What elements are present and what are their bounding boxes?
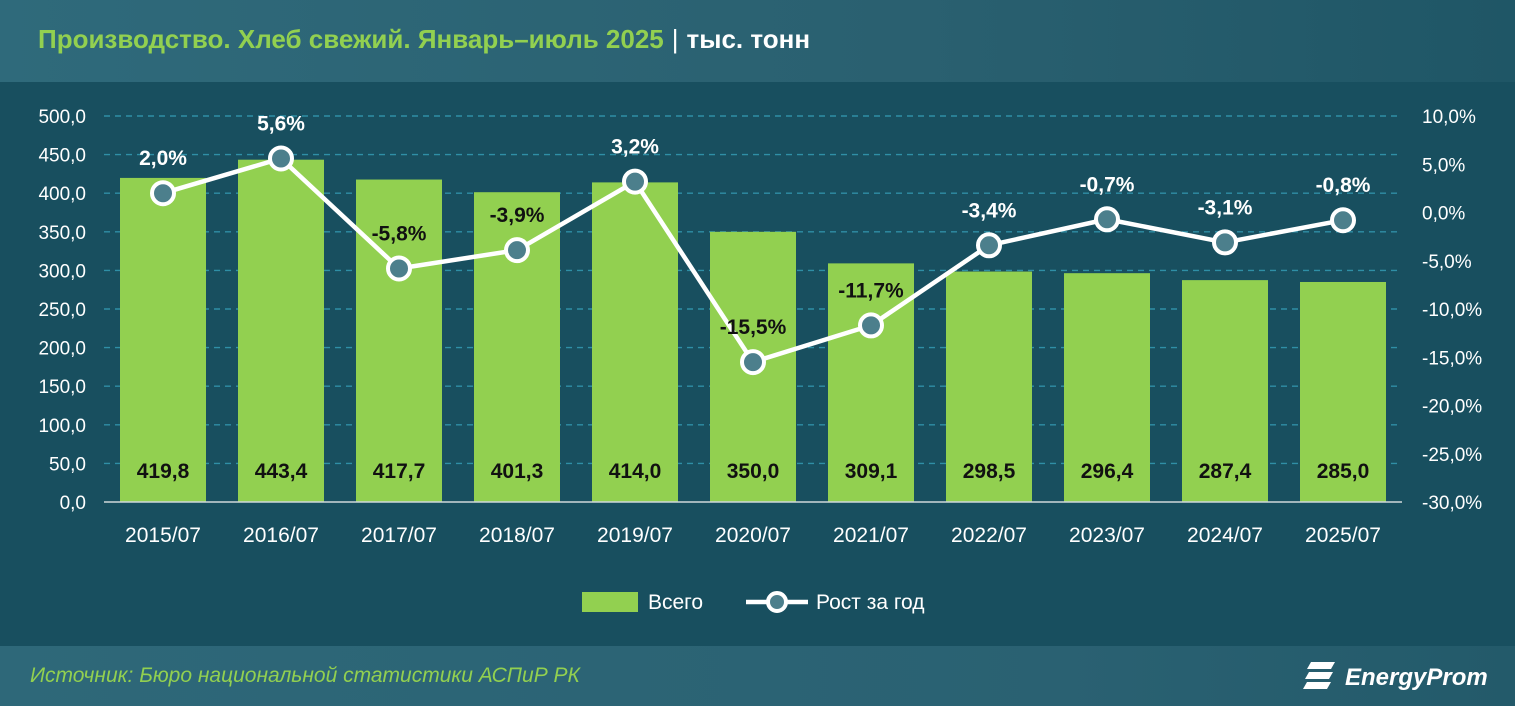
growth-marker [858, 312, 884, 339]
growth-label: -15,5% [720, 316, 787, 339]
bar-value-label: 443,4 [255, 460, 308, 483]
bar-value-label: 417,7 [373, 460, 426, 483]
growth-label: 2,0% [139, 147, 187, 170]
bar [828, 263, 914, 502]
bar [946, 271, 1032, 502]
x-tick-label: 2019/07 [597, 524, 673, 547]
x-tick-label: 2023/07 [1069, 524, 1145, 547]
x-tick-label: 2021/07 [833, 524, 909, 547]
bar-value-label: 309,1 [845, 460, 898, 483]
growth-label: -0,8% [1316, 174, 1371, 197]
growth-marker [504, 237, 530, 264]
bar-value-label: 350,0 [727, 460, 780, 483]
bar-value-label: 285,0 [1317, 460, 1370, 483]
y-right-tick-label: -25,0% [1422, 445, 1482, 466]
legend-label-total: Всего [648, 591, 703, 614]
growth-label: -0,7% [1080, 173, 1135, 196]
bar [1064, 273, 1150, 502]
x-tick-label: 2020/07 [715, 524, 791, 547]
bar-value-label: 401,3 [491, 460, 544, 483]
y-left-tick-label: 0,0 [60, 493, 86, 514]
bar [592, 182, 678, 502]
bar-value-label: 298,5 [963, 460, 1016, 483]
bar-value-label: 419,8 [137, 460, 190, 483]
growth-label: -5,8% [372, 222, 427, 245]
bar [238, 159, 324, 502]
y-left-tick-label: 100,0 [38, 416, 86, 437]
y-right-tick-label: -20,0% [1422, 397, 1482, 418]
y-left-tick-label: 400,0 [38, 184, 86, 205]
y-left-tick-label: 350,0 [38, 223, 86, 244]
y-right-tick-label: 5,0% [1422, 155, 1465, 176]
growth-label: -3,1% [1198, 196, 1253, 219]
x-tick-label: 2015/07 [125, 524, 201, 547]
y-left-tick-label: 450,0 [38, 146, 86, 167]
y-right-tick-label: 10,0% [1422, 107, 1476, 128]
source-note: Источник: Бюро национальной статистики А… [30, 664, 580, 687]
y-right-tick-label: -30,0% [1422, 493, 1482, 514]
x-tick-label: 2018/07 [479, 524, 555, 547]
logo-mark-icon [1303, 662, 1335, 689]
growth-marker [622, 168, 648, 195]
footer-band: Источник: Бюро национальной статистики А… [0, 646, 1515, 706]
bar-value-label: 287,4 [1199, 460, 1252, 483]
y-left-tick-label: 500,0 [38, 107, 86, 128]
y-right-tick-label: 0,0% [1422, 204, 1465, 225]
combo-chart: 0,0 50,0 100,0 150,0 200,0 250,0 300,0 350,0 400… [38, 107, 1482, 614]
x-tick-label: 2022/07 [951, 524, 1027, 547]
energyprom-logo: EnergyProm [1303, 658, 1493, 698]
y-right-tick-label: -15,0% [1422, 348, 1482, 369]
legend-label-growth: Рост за год [816, 591, 925, 614]
bar-value-label: 296,4 [1081, 460, 1134, 483]
logo-text: EnergyProm [1345, 664, 1488, 691]
y-left-tick-label: 150,0 [38, 377, 86, 398]
y-right-tick-label: -10,0% [1422, 300, 1482, 321]
growth-marker [1212, 229, 1238, 256]
growth-marker [268, 145, 294, 172]
bar [1182, 280, 1268, 502]
legend-marker-swatch [766, 591, 788, 613]
x-tick-label: 2017/07 [361, 524, 437, 547]
chart-title: Производство. Хлеб свежий. Январь–июль 2… [38, 24, 810, 55]
legend-bar-swatch [582, 592, 638, 612]
bar [120, 177, 206, 502]
growth-marker [740, 349, 766, 376]
header-band: Производство. Хлеб свежий. Январь–июль 2… [0, 0, 1515, 82]
title-separator: | [671, 24, 679, 54]
title-text: Производство. Хлеб свежий. Январь–июль 2… [38, 24, 664, 54]
x-tick-label: 2024/07 [1187, 524, 1263, 547]
growth-marker [976, 232, 1002, 259]
y-left-tick-label: 200,0 [38, 339, 86, 360]
bar [1300, 281, 1386, 502]
growth-marker [1330, 207, 1356, 234]
y-left-tick-label: 50,0 [49, 454, 86, 475]
x-tick-label: 2025/07 [1305, 524, 1381, 547]
growth-marker [150, 180, 176, 207]
growth-label: 3,2% [611, 136, 659, 159]
growth-label: -3,4% [962, 199, 1017, 222]
growth-label: -3,9% [490, 204, 545, 227]
bar [356, 179, 442, 503]
y-left-tick-label: 250,0 [38, 300, 86, 321]
x-tick-label: 2016/07 [243, 524, 319, 547]
growth-label: -11,7% [838, 279, 904, 302]
y-left-tick-label: 300,0 [38, 261, 86, 282]
y-right-tick-label: -5,0% [1422, 252, 1472, 273]
title-unit: тыс. тонн [686, 24, 811, 54]
growth-label: 5,6% [257, 112, 305, 135]
growth-marker [386, 255, 412, 282]
growth-marker [1094, 206, 1120, 233]
bar-value-label: 414,0 [609, 460, 662, 483]
